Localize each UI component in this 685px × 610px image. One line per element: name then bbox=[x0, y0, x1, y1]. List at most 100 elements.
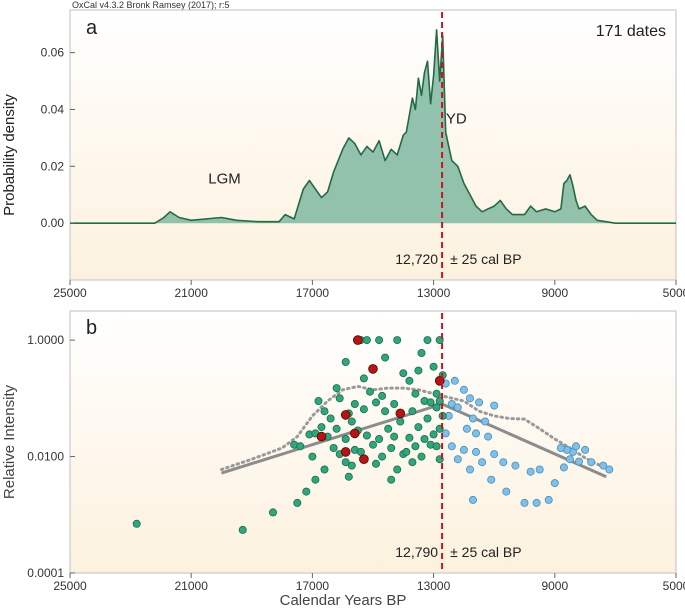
green-data-point bbox=[359, 374, 368, 383]
y-tick: 0.04 bbox=[41, 102, 75, 116]
green-data-point bbox=[132, 519, 141, 528]
boundary-error-label: ± 25 cal BP bbox=[450, 251, 521, 267]
blue-data-point bbox=[599, 461, 608, 470]
green-data-point bbox=[320, 407, 329, 416]
red-data-point bbox=[368, 364, 378, 374]
blue-data-point bbox=[447, 399, 456, 408]
x-tick-label: 25000 bbox=[53, 579, 87, 593]
y-tick-label: 0.06 bbox=[41, 46, 65, 60]
y-tick: 0.0100 bbox=[27, 450, 75, 464]
blue-data-point bbox=[605, 465, 614, 474]
green-data-point bbox=[268, 508, 277, 517]
green-data-point bbox=[302, 487, 311, 496]
green-data-point bbox=[296, 442, 305, 451]
x-tick: 25000 bbox=[53, 573, 87, 593]
green-data-point bbox=[341, 357, 350, 366]
x-tick: 5000 bbox=[663, 573, 685, 593]
green-data-point bbox=[399, 369, 408, 378]
x-tick-label: 21000 bbox=[175, 286, 209, 300]
green-data-point bbox=[393, 336, 402, 345]
blue-data-point bbox=[462, 424, 471, 433]
blue-data-point bbox=[459, 445, 468, 454]
blue-data-point bbox=[532, 498, 541, 507]
green-data-point bbox=[414, 366, 423, 375]
green-data-point bbox=[332, 424, 341, 433]
y-tick: 0.00 bbox=[41, 216, 75, 230]
green-data-point bbox=[347, 461, 356, 470]
green-data-point bbox=[396, 417, 405, 426]
green-data-point bbox=[362, 431, 371, 440]
x-tick-label: 13000 bbox=[417, 579, 451, 593]
green-data-point bbox=[371, 459, 380, 468]
date-count-label: 171 dates bbox=[596, 23, 666, 40]
green-data-point bbox=[375, 434, 384, 443]
probability-density-curve bbox=[70, 29, 676, 224]
green-data-point bbox=[405, 376, 414, 385]
y-tick: 0.02 bbox=[41, 159, 75, 173]
panel-b-relative-intensity: 25000 21000 17000 13000 9000 5000 1.0000 0.010… bbox=[1, 310, 685, 609]
panel-b-y-axis: 1.0000 0.0100 0.0001 bbox=[27, 333, 75, 580]
blue-data-point bbox=[499, 458, 508, 467]
x-tick: 5000 bbox=[663, 280, 685, 300]
y-tick: 1.0000 bbox=[27, 333, 75, 347]
green-data-point bbox=[344, 472, 353, 481]
x-tick: 9000 bbox=[541, 573, 568, 593]
blue-data-point bbox=[484, 432, 493, 441]
blue-data-point bbox=[447, 442, 456, 451]
green-data-point bbox=[390, 399, 399, 408]
panel-a-label: a bbox=[86, 17, 98, 39]
green-data-point bbox=[308, 452, 317, 461]
panel-a-background bbox=[69, 9, 677, 281]
green-data-point bbox=[359, 405, 368, 414]
scatter-points bbox=[132, 335, 614, 534]
blue-data-point bbox=[478, 458, 487, 467]
green-data-point bbox=[432, 403, 441, 412]
green-data-point bbox=[320, 465, 329, 474]
green-data-point bbox=[411, 442, 420, 451]
red-data-point bbox=[349, 428, 360, 439]
blue-data-point bbox=[559, 463, 568, 472]
blue-data-point bbox=[544, 495, 553, 504]
x-tick-label: 17000 bbox=[296, 286, 330, 300]
green-data-point bbox=[420, 434, 429, 443]
green-data-point bbox=[411, 389, 420, 398]
y-tick-label: 0.02 bbox=[41, 159, 65, 173]
y-tick-label: 0.0100 bbox=[27, 450, 64, 464]
blue-data-point bbox=[490, 401, 499, 410]
green-data-point bbox=[378, 452, 387, 461]
green-data-point bbox=[238, 525, 247, 534]
blue-data-point bbox=[459, 385, 468, 394]
red-data-point bbox=[352, 335, 363, 345]
x-tick: 17000 bbox=[296, 280, 330, 300]
blue-data-point bbox=[441, 429, 450, 438]
blue-data-point bbox=[471, 447, 480, 456]
green-data-point bbox=[381, 353, 390, 362]
probability-density-area bbox=[70, 29, 676, 224]
green-data-point bbox=[405, 433, 414, 442]
blue-data-point bbox=[475, 398, 484, 407]
green-data-point bbox=[378, 391, 387, 400]
green-data-point bbox=[408, 407, 417, 416]
lgm-annotation: LGM bbox=[208, 170, 241, 187]
green-data-point bbox=[317, 423, 326, 432]
y-tick-label: 0.04 bbox=[41, 102, 65, 116]
panel-b-label: b bbox=[86, 317, 97, 339]
green-data-point bbox=[314, 396, 323, 405]
green-data-point bbox=[365, 387, 374, 396]
green-data-point bbox=[426, 398, 435, 407]
green-data-point bbox=[375, 336, 384, 345]
green-data-point bbox=[326, 414, 335, 423]
green-data-point bbox=[390, 432, 399, 441]
y-tick-label: 0.00 bbox=[41, 216, 65, 230]
green-data-point bbox=[341, 458, 350, 467]
panel-a-y-axis-title: Probability density bbox=[1, 94, 18, 216]
green-data-point bbox=[423, 414, 432, 423]
boundary-error-label-b: ± 25 cal BP bbox=[450, 544, 521, 560]
x-tick-label: 5000 bbox=[663, 579, 685, 593]
blue-data-point bbox=[575, 457, 584, 466]
blue-data-point bbox=[520, 498, 529, 507]
x-tick-label: 5000 bbox=[663, 286, 685, 300]
green-data-point bbox=[341, 434, 350, 443]
green-data-point bbox=[435, 396, 444, 405]
